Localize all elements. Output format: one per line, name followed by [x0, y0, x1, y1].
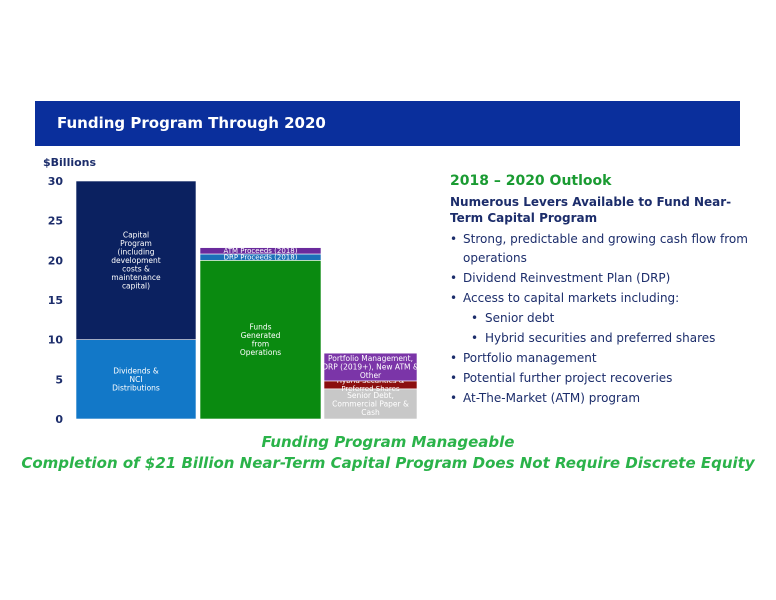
bullet-item: Portfolio management — [450, 349, 750, 368]
y-tick-label: 30 — [48, 175, 64, 188]
bullet-item: Dividend Reinvestment Plan (DRP) — [450, 269, 750, 288]
bar-segment-label: Dividends & NCI Distributions — [112, 366, 160, 392]
bar-segment — [75, 180, 197, 340]
y-tick-label: 15 — [48, 294, 63, 307]
bar-segment-label: ATM Proceeds (2018) — [224, 247, 298, 255]
bar-segment — [323, 352, 418, 382]
footer-line-2: Completion of $21 Billion Near-Term Capi… — [21, 454, 755, 472]
y-tick-label: 20 — [48, 254, 64, 267]
bar-segment — [199, 247, 322, 255]
outlook-title: 2018 – 2020 Outlook — [450, 173, 612, 189]
bar-segment — [75, 339, 197, 420]
bar-segment-label: DRP Proceeds (2018) — [224, 253, 298, 261]
bar-segment — [323, 388, 418, 420]
bullet-item: Access to capital markets including: — [450, 289, 750, 308]
y-tick-label: 25 — [48, 215, 63, 228]
footer-message: Funding Program Manageable Completion of… — [0, 432, 776, 474]
bar-segment-label: Senior Debt, Commercial Paper & Cash — [332, 391, 409, 417]
bar-segment-label: Hybrid Securities & Preferred Shares — [337, 377, 405, 393]
bar-segment-label: Portfolio Management, DRP (2019+), New AT… — [322, 354, 419, 380]
y-tick-label: 5 — [55, 373, 63, 386]
outlook-subtitle: Numerous Levers Available to Fund Near-T… — [450, 195, 732, 225]
outlook-bullet-list: Strong, predictable and growing cash flo… — [450, 230, 750, 408]
outlook-panel: 2018 – 2020 Outlook Numerous Levers Avai… — [450, 172, 750, 409]
sub-bullet-item: Senior debt — [450, 309, 750, 328]
bullet-item: At-The-Market (ATM) program — [450, 389, 750, 408]
funding-chart: $Billions 0 5 10 15 20 25 30 Dividends & NCI Distr… — [43, 156, 419, 426]
y-tick-label: 0 — [55, 413, 63, 426]
page-title: Funding Program Through 2020 — [57, 114, 326, 132]
y-tick-label: 10 — [48, 334, 64, 347]
sub-bullet-item: Hybrid securities and preferred shares — [450, 329, 750, 348]
bar-segment-label: Capital Program (including development costs… — [111, 230, 161, 290]
footer-line-1: Funding Program Manageable — [261, 433, 515, 451]
header-bar: Funding Program Through 2020 — [35, 101, 740, 146]
bullet-item: Strong, predictable and growing cash flo… — [450, 230, 750, 268]
y-axis-label: $Billions — [43, 156, 97, 169]
bar-segment — [199, 260, 322, 420]
bar-segment-label: Funds Generated from Operations — [240, 322, 281, 357]
bullet-item: Potential further project recoveries — [450, 369, 750, 388]
